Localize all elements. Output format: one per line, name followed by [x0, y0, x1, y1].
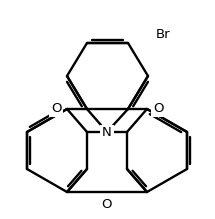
- Text: O: O: [153, 102, 163, 115]
- Text: O: O: [102, 198, 112, 210]
- Text: Br: Br: [156, 28, 171, 41]
- Text: N: N: [102, 127, 112, 140]
- Text: O: O: [51, 102, 61, 115]
